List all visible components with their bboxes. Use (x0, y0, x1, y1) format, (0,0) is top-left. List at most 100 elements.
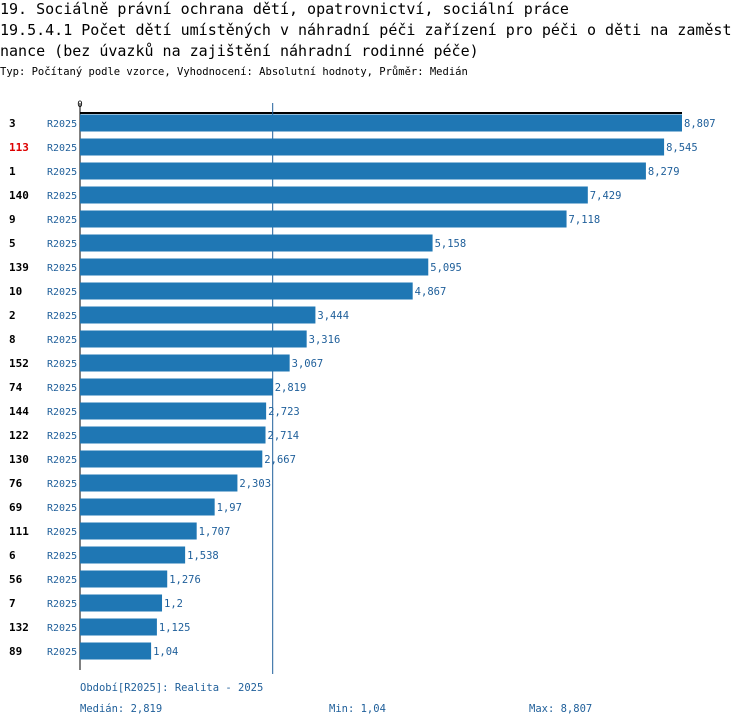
value-label: 7,429 (590, 190, 622, 202)
value-label: 1,04 (153, 646, 178, 658)
bar (80, 138, 665, 156)
value-label: 3,067 (292, 358, 324, 370)
series-label: R2025 (47, 239, 77, 250)
page-title: 19. Sociálně právní ochrana dětí, opatro… (0, 0, 569, 18)
category-label: 9 (9, 213, 16, 226)
bar (80, 114, 682, 132)
bar (80, 450, 263, 468)
series-label: R2025 (47, 383, 77, 394)
chart-subtitle: Typ: Počítaný podle vzorce, Vyhodnocení:… (0, 66, 468, 78)
value-label: 7,118 (569, 214, 601, 226)
value-label: 1,2 (164, 598, 183, 610)
series-label: R2025 (47, 335, 77, 346)
category-label: 144 (9, 405, 29, 418)
category-label: 76 (9, 477, 23, 490)
value-label: 1,707 (199, 526, 231, 538)
x-tick-label-zero: 0 (77, 100, 82, 110)
category-label: 122 (9, 429, 29, 442)
value-label: 2,819 (275, 382, 307, 394)
value-label: 8,545 (666, 142, 698, 154)
category-label: 56 (9, 573, 23, 586)
series-label: R2025 (47, 479, 77, 490)
footer-period: Období[R2025]: Realita - 2025 (80, 682, 264, 694)
value-label: 3,444 (317, 310, 349, 322)
series-label: R2025 (47, 311, 77, 322)
bar (80, 378, 273, 396)
category-label: 6 (9, 549, 16, 562)
series-label: R2025 (47, 647, 77, 658)
value-label: 1,538 (187, 550, 219, 562)
category-label: 5 (9, 237, 16, 250)
series-label: R2025 (47, 599, 77, 610)
category-label: 10 (9, 285, 22, 298)
series-label: R2025 (47, 359, 77, 370)
bar (80, 402, 267, 420)
series-label: R2025 (47, 623, 77, 634)
category-label: 3 (9, 117, 16, 130)
footer-min: Min: 1,04 (329, 703, 386, 715)
category-label: 1 (9, 165, 16, 178)
bar (80, 426, 266, 444)
series-label: R2025 (47, 263, 77, 274)
bar (80, 354, 290, 372)
category-label: 132 (9, 621, 29, 634)
value-label: 5,095 (430, 262, 462, 274)
footer-max: Max: 8,807 (529, 703, 593, 715)
value-label: 4,867 (415, 286, 447, 298)
series-label: R2025 (47, 527, 77, 538)
category-label: 2 (9, 309, 16, 322)
bar (80, 618, 157, 636)
series-label: R2025 (47, 575, 77, 586)
bar (80, 498, 215, 516)
category-label: 74 (9, 381, 23, 394)
value-label: 1,276 (169, 574, 201, 586)
value-label: 5,158 (435, 238, 467, 250)
series-label: R2025 (47, 215, 77, 226)
category-label: 152 (9, 357, 29, 370)
series-label: R2025 (47, 407, 77, 418)
bar (80, 546, 186, 564)
category-label: 89 (9, 645, 22, 658)
bar (80, 474, 238, 492)
category-label: 139 (9, 261, 29, 274)
bar (80, 594, 163, 612)
category-label: 140 (9, 189, 29, 202)
category-label: 69 (9, 501, 22, 514)
series-label: R2025 (47, 431, 77, 442)
series-label: R2025 (47, 143, 77, 154)
series-label: R2025 (47, 167, 77, 178)
bar (80, 162, 646, 180)
category-label: 7 (9, 597, 16, 610)
value-label: 8,279 (648, 166, 680, 178)
category-label: 130 (9, 453, 29, 466)
bar (80, 234, 433, 252)
bar (80, 282, 413, 300)
bar (80, 306, 316, 324)
series-label: R2025 (47, 455, 77, 466)
chart-title-line-2: nance (bez úvazků na zajištění náhradní … (0, 42, 479, 60)
bar (80, 186, 588, 204)
series-label: R2025 (47, 503, 77, 514)
series-label: R2025 (47, 551, 77, 562)
value-label: 1,125 (159, 622, 191, 634)
bar (80, 330, 307, 348)
value-label: 2,667 (264, 454, 296, 466)
category-label: 111 (9, 525, 29, 538)
bar (80, 642, 152, 660)
bar (80, 258, 429, 276)
category-label: 113 (9, 141, 29, 154)
series-label: R2025 (47, 119, 77, 130)
chart-title-line-1: 19.5.4.1 Počet dětí umístěných v náhradn… (0, 21, 732, 39)
series-label: R2025 (47, 287, 77, 298)
value-label: 1,97 (217, 502, 242, 514)
value-label: 8,807 (684, 118, 716, 130)
value-label: 2,714 (268, 430, 300, 442)
footer-median: Medián: 2,819 (80, 703, 163, 715)
value-label: 2,303 (239, 478, 271, 490)
series-label: R2025 (47, 191, 77, 202)
value-label: 3,316 (309, 334, 341, 346)
bar (80, 210, 567, 228)
bar (80, 570, 168, 588)
value-label: 2,723 (268, 406, 300, 418)
